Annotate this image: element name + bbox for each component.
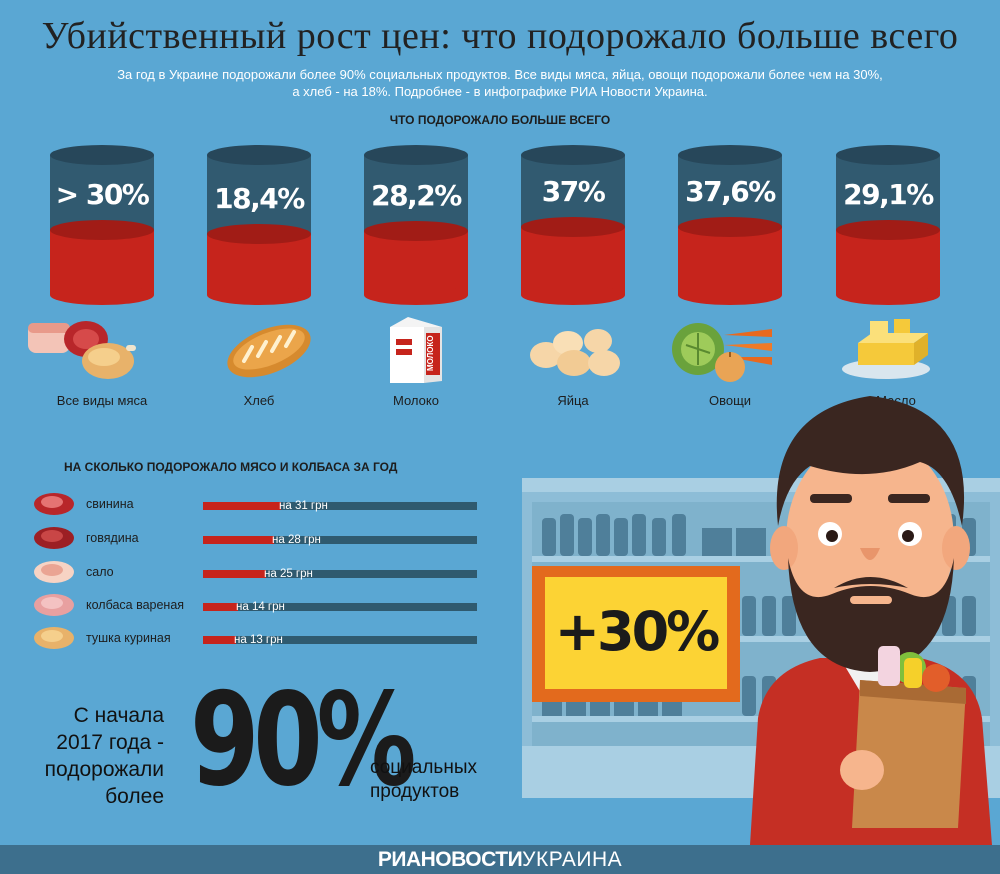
meat-name: колбаса вареная <box>86 598 185 612</box>
cylinder-bar: 29,1% <box>836 145 940 305</box>
page-title: Убийственный рост цен: что подорожало бо… <box>41 15 959 57</box>
cylinder-value-label: 29,1% <box>843 178 934 211</box>
meat-type-icon <box>34 561 74 583</box>
meat-bar-value: на 28 грн <box>272 534 321 546</box>
brand-logo[interactable]: РИАНОВОСТИУКРАИНА <box>0 848 1000 872</box>
meat-type-icon <box>34 627 74 649</box>
meat-name: говядина <box>86 531 139 545</box>
meat-bar-value: на 25 грн <box>264 568 313 580</box>
meat-name: тушка куриная <box>86 631 171 645</box>
milk-icon: МОЛОКО <box>390 317 442 383</box>
cylinder-bar: 37% <box>521 145 625 305</box>
cylinder-value-label: 18,4% <box>214 182 305 215</box>
meat-bar-value: на 13 грн <box>234 634 283 646</box>
milk-pack-label: МОЛОКО <box>426 335 435 371</box>
meat-type-icon <box>34 527 74 549</box>
subtitle: За год в Украине подорожали более 90% со… <box>60 66 940 100</box>
brand-light: УКРАИНА <box>522 848 623 871</box>
meat-bar-row: колбаса вареная на 14 грн <box>30 591 490 621</box>
meat-bar-value: на 14 грн <box>236 601 285 613</box>
meat-icon <box>28 321 136 379</box>
meat-bar-track: на 13 грн <box>203 634 477 646</box>
promo-value: +30% <box>554 600 721 663</box>
cylinder-bar: 37,6% <box>678 145 782 305</box>
brand-bold: РИАНОВОСТИ <box>377 848 523 871</box>
social-products-text: социальных продуктов <box>370 756 477 804</box>
social-line-2: продуктов <box>370 781 460 802</box>
since-2017-text: С начала 2017 года - подорожали более <box>24 702 164 810</box>
cylinder-bar: 28,2% <box>364 145 468 305</box>
subtitle-line-1: За год в Украине подорожали более 90% со… <box>117 67 883 82</box>
since-line-3: подорожали <box>44 758 164 781</box>
meat-bar-value: на 31 грн <box>279 500 328 512</box>
cylinder-value-label: 37% <box>541 175 606 208</box>
shopper-illustration <box>750 396 992 845</box>
meat-bar-track: на 25 грн <box>203 568 477 580</box>
vegetables-icon <box>672 323 772 382</box>
cylinder-value-label: 37,6% <box>685 175 776 208</box>
footer-bar <box>0 845 1000 874</box>
meat-name: сало <box>86 565 114 579</box>
product-label: Яйца <box>557 393 589 408</box>
cylinder-bar: > 30% <box>50 145 154 305</box>
meat-bar-row: свинина на 31 грн <box>30 490 490 520</box>
promo-sign <box>545 577 727 689</box>
subtitle-line-2: а хлеб - на 18%. Подробнее - в инфографи… <box>292 84 708 99</box>
meat-bar-track: на 14 грн <box>203 601 477 613</box>
meat-type-icon <box>34 594 74 616</box>
meat-bar-row: сало на 25 грн <box>30 558 490 588</box>
product-label: Хлеб <box>243 393 275 408</box>
chart-title-meat: НА СКОЛЬКО ПОДОРОЖАЛО МЯСО И КОЛБАСА ЗА … <box>64 460 398 474</box>
meat-bar-fill <box>203 603 238 611</box>
since-line-1: С начала <box>73 704 164 727</box>
product-label: Все виды мяса <box>56 393 148 408</box>
cylinder-bar: 18,4% <box>207 145 311 305</box>
social-line-1: социальных <box>370 757 477 778</box>
cylinder-value-label: > 30% <box>55 178 150 211</box>
meat-bar-fill <box>203 636 236 644</box>
product-label: Овощи <box>708 393 752 408</box>
bread-icon <box>227 324 311 378</box>
chart-title-price-growth: ЧТО ПОДОРОЖАЛО БОЛЬШЕ ВСЕГО <box>389 113 611 127</box>
meat-type-icon <box>34 493 74 515</box>
meat-bar-track: на 31 грн <box>203 500 477 512</box>
meat-bar-row: говядина на 28 грн <box>30 524 490 554</box>
big-percentage: 90% <box>190 666 417 815</box>
cylinder-value-label: 28,2% <box>371 179 462 212</box>
meat-bar-fill <box>203 570 266 578</box>
meat-bar-track: на 28 грн <box>203 534 477 546</box>
since-line-4: более <box>105 785 164 808</box>
meat-bar-row: тушка куриная на 13 грн <box>30 624 490 654</box>
meat-bar-fill <box>203 536 274 544</box>
meat-name: свинина <box>86 497 134 511</box>
eggs-icon <box>530 329 620 376</box>
meat-bar-fill <box>203 502 281 510</box>
since-line-2: 2017 года - <box>56 731 164 754</box>
product-label: Молоко <box>393 393 439 408</box>
butter-icon <box>842 319 930 379</box>
